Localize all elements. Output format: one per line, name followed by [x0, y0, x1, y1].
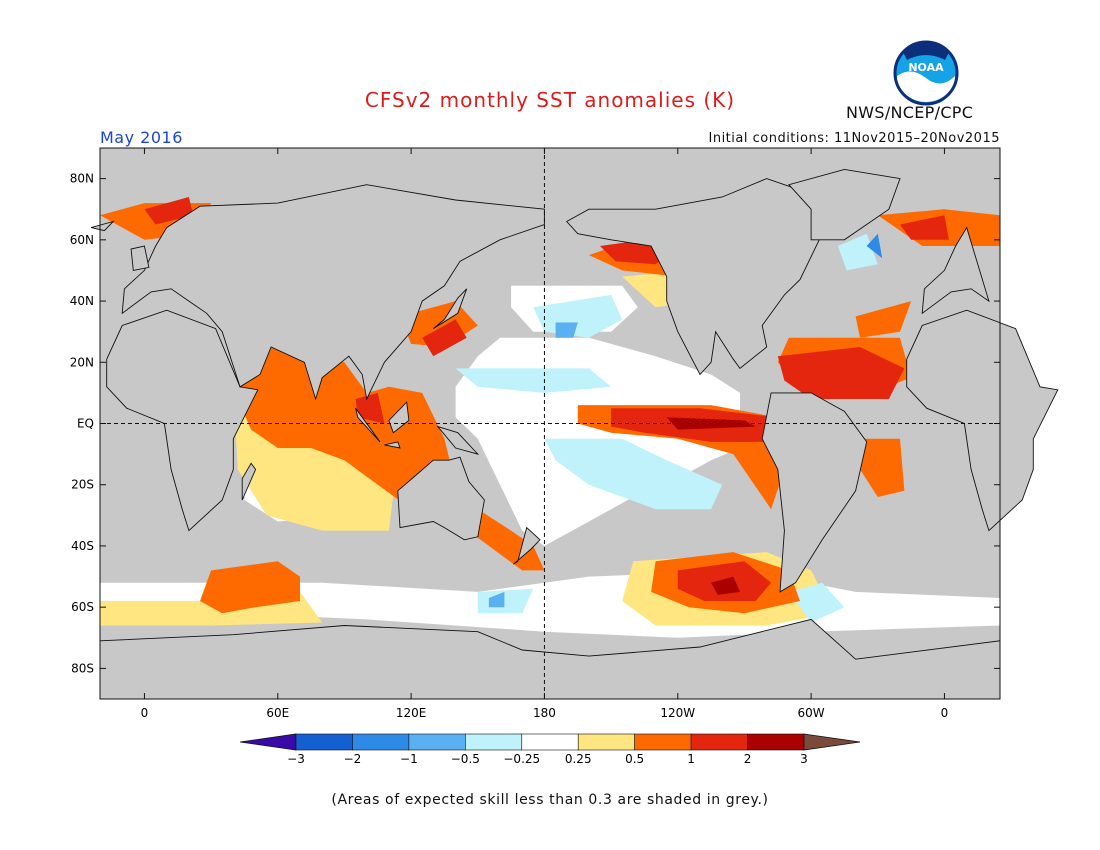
coastlines [90, 168, 1059, 700]
colorbar-tick-label: 2 [744, 752, 752, 766]
lon-label: 0 [141, 706, 149, 720]
anomaly-darkred-south-pacific [711, 576, 740, 595]
south-america-coast [761, 392, 868, 593]
island-coast [90, 220, 115, 232]
forecast-month: May 2016 [100, 128, 183, 147]
initial-conditions: Initial conditions: 11Nov2015–20Nov2015 [708, 131, 1000, 146]
colorbar-box [352, 733, 410, 751]
lon-label: 0 [941, 706, 949, 720]
anomaly-cyan-nw-pacific [455, 368, 612, 393]
lon-label: 120E [396, 706, 427, 720]
lat-label: 60S [71, 600, 94, 614]
anomaly-orange-south-atlantic [855, 438, 905, 497]
lat-label: 40S [71, 539, 94, 553]
anomaly-orange-south-indian [200, 561, 300, 614]
colorbar-tick-label: −2 [344, 752, 362, 766]
lat-label: EQ [77, 417, 94, 431]
colorbar-tick-label: −1 [400, 752, 418, 766]
europe-coast-wrap [921, 226, 990, 315]
africa-coast-wrap [906, 309, 1059, 532]
skill-footnote: (Areas of expected skill less than 0.3 a… [331, 792, 769, 808]
colorbar-tick-label: 0.25 [565, 752, 592, 766]
axis-ticks: 80N 60N 40N 20N EQ 20S 40S 60S 80S 0 60E 120E 180 120… [70, 148, 1000, 720]
anomaly-blue-labrador-spot [866, 233, 883, 259]
colorbar-box [295, 733, 353, 751]
lat-label: 40N [70, 294, 94, 308]
eurasia-coast [121, 184, 545, 401]
colorbar-box [634, 733, 692, 751]
lon-label: 120W [660, 706, 695, 720]
anomaly-red-bay-of-bengal [355, 392, 385, 424]
colorbar-lower-extension [239, 733, 297, 751]
island-coast [513, 526, 541, 565]
colorbar-box [747, 733, 805, 751]
island-coast [241, 462, 257, 501]
noaa-logo: NOAA [893, 40, 959, 106]
anomaly-orange-atlantic-north [855, 301, 912, 338]
colorbar-tick-label: 3 [800, 752, 808, 766]
lat-label: 80N [70, 172, 94, 186]
anomaly-blue-southern-spot [488, 591, 505, 608]
agency-label: NWS/NCEP/CPC [846, 103, 974, 122]
island-coast [388, 401, 410, 434]
island-coast [433, 288, 468, 329]
lat-label: 20N [70, 355, 94, 369]
colorbar-tick-label: −3 [287, 752, 305, 766]
north-america-coast [565, 178, 823, 376]
africa-coast [106, 309, 259, 532]
island-coast [355, 407, 381, 443]
chart-title: CFSv2 monthly SST anomalies (K) [364, 88, 736, 112]
anomaly-blue-pacific-spot [555, 322, 578, 338]
anomaly-cyan-sw-pacific [544, 438, 723, 510]
lat-label: 80S [71, 661, 94, 675]
island-coast [436, 425, 480, 455]
island-coast [130, 245, 150, 271]
anomaly-cyan-labrador [837, 233, 878, 271]
colorbar-box [690, 733, 748, 751]
colorbar-tick-label: −0.5 [451, 752, 480, 766]
anomaly-red-east-china-sea [422, 319, 467, 357]
anomaly-red-iceland [900, 215, 949, 240]
greenland-coast [788, 168, 901, 241]
lon-label: 60E [266, 706, 289, 720]
colorbar-tick-label: 0.5 [625, 752, 644, 766]
lat-label: 60N [70, 233, 94, 247]
anomaly-cyan-north-pacific [533, 294, 623, 338]
australia-coast [397, 456, 485, 541]
colorbar-box [465, 733, 523, 751]
colorbar-box [577, 733, 635, 751]
colorbar-box [521, 733, 579, 751]
lat-label: 20S [71, 478, 94, 492]
reference-lines [100, 148, 1000, 699]
anomaly-cyan-drake-passage [788, 582, 845, 623]
colorbar-box [408, 733, 466, 751]
colorbar-tick-label: 1 [687, 752, 695, 766]
lon-label: 60W [798, 706, 825, 720]
anomaly-red-barents [144, 197, 194, 225]
noaa-logo-text: NOAA [908, 61, 944, 74]
lon-label: 180 [533, 706, 556, 720]
anomaly-red-tropical-atlantic [777, 347, 905, 399]
island-coast [384, 441, 401, 449]
colorbar-upper-extension [803, 733, 861, 751]
colorbar-tick-label: −0.25 [503, 752, 540, 766]
